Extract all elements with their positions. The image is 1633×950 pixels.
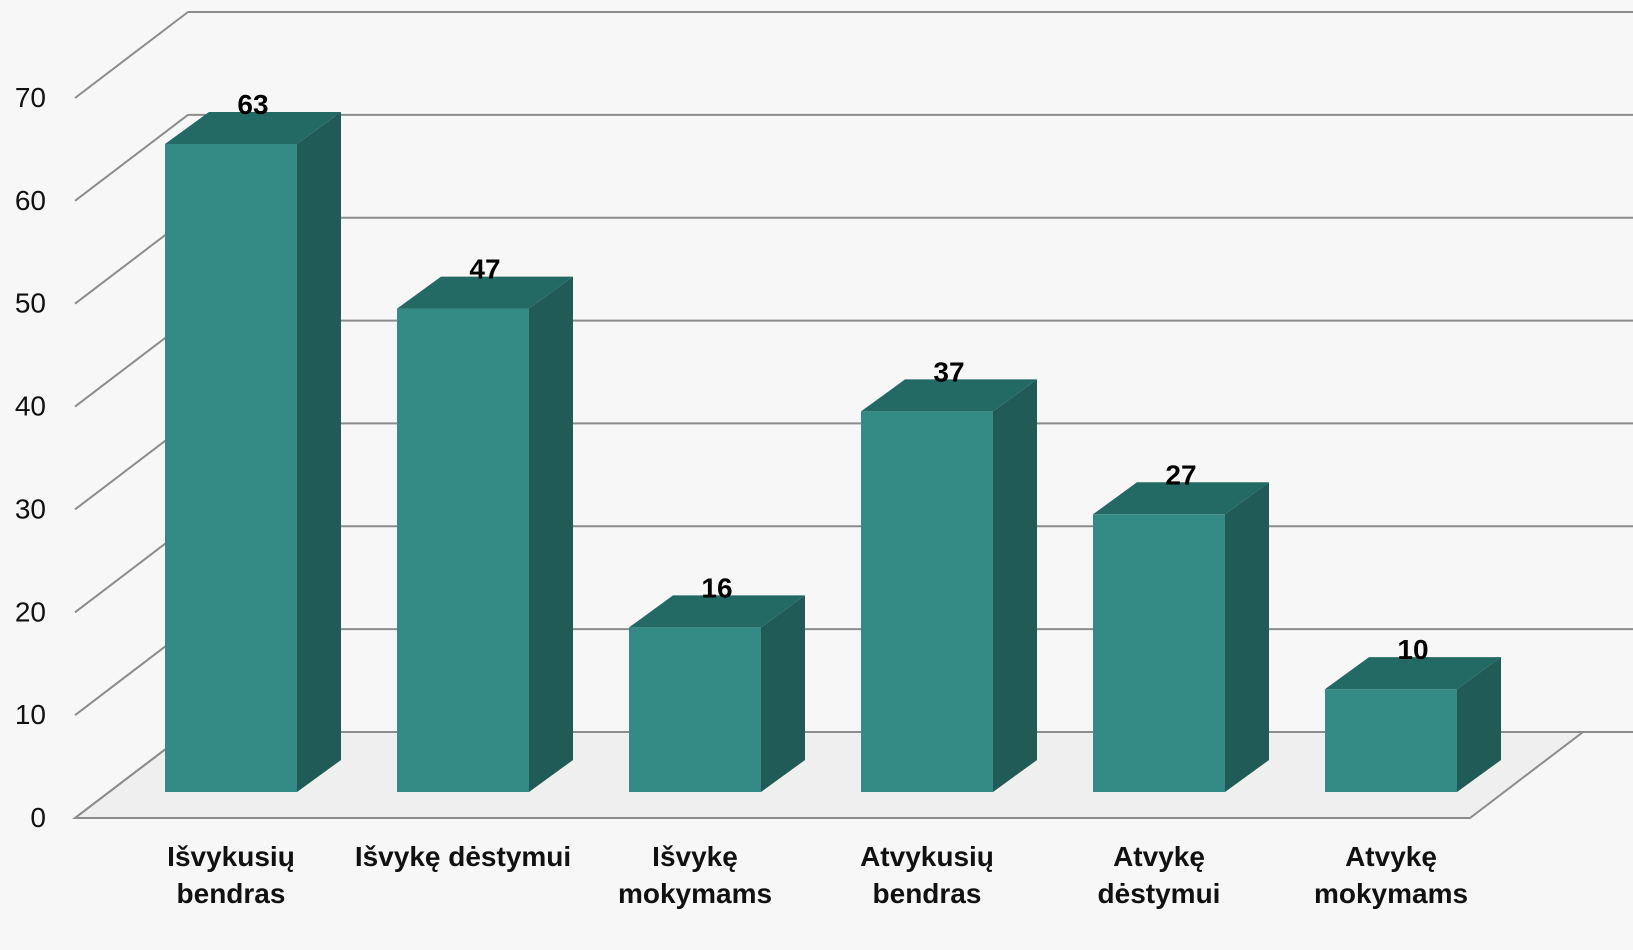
data-label: 16 (701, 572, 732, 603)
x-tick-label: Atvykusių bendras (860, 841, 994, 909)
x-tick-label-line: Išvykusių (167, 841, 295, 872)
x-tick-label-line: mokymams (618, 878, 772, 909)
bar-side (761, 595, 805, 792)
bar (165, 144, 297, 792)
bar-top (1325, 657, 1501, 690)
bar-side (529, 276, 573, 793)
bar-side (993, 379, 1037, 792)
data-label: 37 (933, 356, 964, 387)
y-tick-label: 50 (15, 288, 46, 319)
data-label: 10 (1397, 634, 1428, 665)
y-tick-label: 40 (15, 391, 46, 422)
x-tick-label-line: Atvykę (1345, 841, 1437, 872)
x-tick-label-line: Išvykę (652, 841, 738, 872)
x-tick-label: Išvykę dėstymui (355, 841, 571, 872)
bar (1325, 689, 1457, 792)
y-tick-label: 70 (15, 82, 46, 113)
bar (629, 627, 761, 792)
bar (861, 411, 993, 792)
y-tick-label: 30 (15, 493, 46, 524)
y-tick-label: 20 (15, 596, 46, 627)
bar-top (861, 379, 1037, 412)
bar (397, 308, 529, 792)
gridline-depth (74, 114, 189, 202)
x-tick-label: Išvykę mokymams (618, 841, 772, 909)
x-tick-label-line: Atvykę (1113, 841, 1205, 872)
bar (1093, 514, 1225, 792)
x-tick-label-line: bendras (177, 878, 286, 909)
bar-top (1093, 482, 1269, 515)
bar-side (1457, 657, 1501, 792)
x-tick-label-line: Atvykusių (860, 841, 994, 872)
bar-side (1225, 482, 1269, 792)
x-tick-label: Išvykusių bendras (167, 841, 295, 909)
y-tick-label: 0 (30, 802, 46, 833)
x-tick-label-line: bendras (873, 878, 982, 909)
data-label: 27 (1165, 459, 1196, 490)
y-tick-label: 60 (15, 185, 46, 216)
x-tick-label: Atvykę dėstymui (1098, 841, 1221, 909)
bar-side (297, 112, 341, 792)
x-tick-label-line: mokymams (1314, 878, 1468, 909)
x-tick-label: Atvykę mokymams (1314, 841, 1468, 909)
bar-top (165, 112, 341, 144)
data-label: 47 (469, 254, 500, 285)
bar-top (629, 595, 805, 628)
gridline-depth (74, 11, 189, 99)
bar-top (397, 276, 573, 309)
x-tick-label-line: dėstymui (1098, 878, 1221, 909)
y-tick-label: 10 (15, 699, 46, 730)
data-label: 63 (237, 89, 268, 120)
x-tick-label-line: Išvykę dėstymui (355, 841, 571, 872)
